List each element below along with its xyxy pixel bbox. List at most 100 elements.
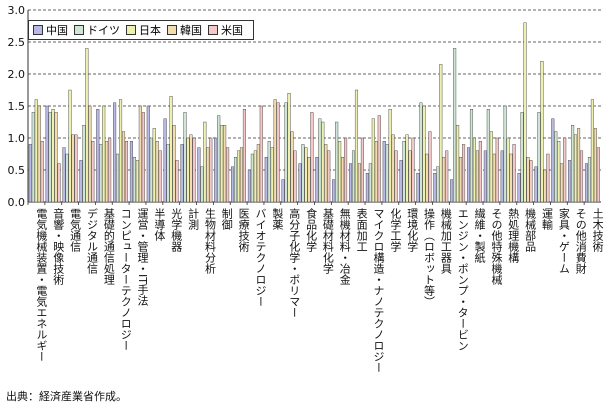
y-tick-label: 1.5 (8, 100, 26, 113)
bar (298, 163, 302, 203)
x-category-label: 運営・管理・IT手法 (136, 208, 149, 306)
bar (304, 147, 308, 203)
bar (234, 156, 238, 203)
bar (206, 147, 210, 203)
legend-swatch (33, 25, 43, 35)
bar (341, 156, 345, 203)
bar (155, 140, 159, 203)
bar (96, 108, 100, 203)
bar (590, 99, 594, 203)
bar (214, 137, 218, 203)
y-tick-label: 0.0 (8, 196, 26, 209)
bar (486, 108, 490, 203)
bar (512, 144, 516, 203)
bar (411, 137, 415, 203)
bar (231, 166, 235, 203)
legend-label: 韓国 (180, 24, 202, 37)
bar (489, 131, 493, 203)
bar (74, 134, 78, 203)
x-category-label: 計測 (187, 207, 200, 231)
x-category-label: 運輸 (541, 208, 554, 231)
legend-item-korea: 韓国 (167, 22, 202, 38)
bar (267, 140, 271, 203)
x-category-label: 表面加工 (355, 207, 368, 252)
bar (475, 150, 479, 203)
source-note: 出典：経済産業省作成。 (6, 390, 127, 403)
bars (28, 22, 600, 203)
bar (34, 99, 38, 203)
bar (192, 137, 196, 203)
legend-label: 中国 (46, 24, 68, 37)
bar (534, 166, 538, 203)
bar (324, 144, 328, 203)
x-category-label: 医療技術 (237, 208, 250, 252)
bar (526, 156, 530, 203)
bar (310, 112, 314, 203)
bar (338, 140, 342, 203)
y-axis: 0.0 0.5 1.0 1.5 2.0 2.5 3.0 (8, 4, 601, 209)
x-category-label: 制御 (220, 208, 233, 230)
legend-item-japan: 日本 (126, 22, 161, 38)
bar (276, 102, 280, 203)
bar (500, 150, 504, 203)
bar (169, 96, 173, 203)
x-category-label: 環境化学 (406, 208, 419, 252)
bar (281, 179, 285, 203)
bar (116, 153, 120, 203)
x-category-label: 基礎的通信処理 (102, 208, 115, 285)
bar (51, 108, 55, 203)
x-category-label: 操作（ロボット等） (423, 207, 436, 307)
bar (175, 160, 179, 203)
bar (563, 137, 567, 203)
bar (166, 144, 170, 203)
bar (129, 140, 133, 203)
bar (462, 144, 466, 203)
bar (495, 137, 499, 203)
bar (332, 179, 336, 203)
bar (102, 105, 106, 203)
bar (48, 112, 52, 203)
bar (382, 140, 386, 203)
bar (349, 163, 353, 203)
bar (506, 137, 510, 203)
bar (239, 147, 244, 203)
bar (85, 48, 89, 203)
bar (568, 160, 572, 203)
bar (335, 121, 339, 203)
bar (540, 61, 544, 203)
bar (557, 140, 561, 203)
bar (65, 153, 69, 203)
bar (584, 163, 589, 203)
bar (99, 144, 103, 203)
bar (394, 150, 398, 203)
bar (108, 137, 112, 203)
bar (197, 147, 201, 203)
bar (284, 102, 288, 203)
bar (529, 160, 533, 203)
legend-label: 米国 (221, 24, 243, 37)
bar (318, 118, 322, 203)
bar (357, 163, 361, 203)
bar (492, 153, 496, 203)
bar (587, 156, 591, 203)
bar (45, 105, 49, 203)
bar (554, 131, 558, 203)
x-category-label: 半導体 (153, 207, 166, 241)
bar (37, 105, 41, 203)
bar (138, 105, 142, 203)
bar (402, 140, 406, 203)
bar (574, 134, 578, 203)
bar (220, 124, 224, 203)
bar (290, 131, 294, 203)
bar (523, 22, 527, 203)
bar (68, 89, 72, 203)
y-tick-label: 2.5 (8, 36, 26, 49)
bar (124, 140, 129, 203)
bar (301, 144, 305, 203)
bar (152, 128, 156, 203)
x-category-label: 機械部品 (524, 207, 537, 252)
bar (560, 163, 564, 203)
bar (132, 156, 136, 203)
bar (158, 150, 162, 203)
bar (253, 150, 257, 203)
